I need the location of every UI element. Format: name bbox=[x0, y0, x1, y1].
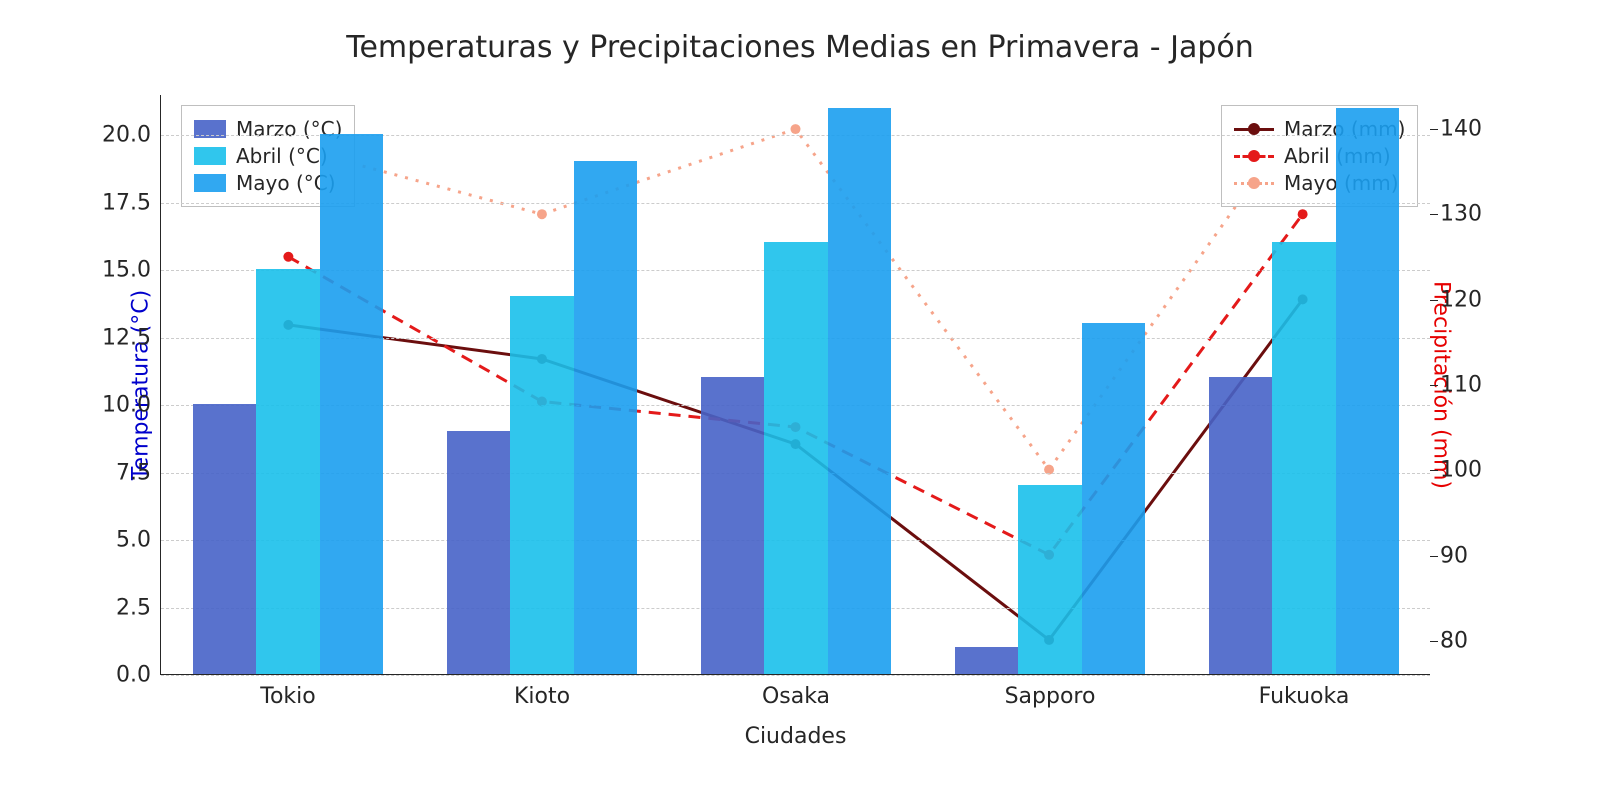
y1-tick-label: 15.0 bbox=[91, 258, 151, 283]
y1-tick-label: 5.0 bbox=[91, 528, 151, 553]
y1-tick-label: 12.5 bbox=[91, 325, 151, 350]
y1-tick-label: 17.5 bbox=[91, 190, 151, 215]
bar bbox=[701, 377, 765, 674]
legend-label: Abril (°C) bbox=[236, 144, 328, 168]
y2-tick-label: 120 bbox=[1440, 287, 1500, 312]
y2-tick-label: 110 bbox=[1440, 373, 1500, 398]
x-tick-label: Sapporo bbox=[1005, 684, 1096, 709]
series-marker bbox=[1298, 209, 1308, 219]
x-tick-label: Fukuoka bbox=[1259, 684, 1350, 709]
y1-tick-label: 0.0 bbox=[91, 663, 151, 688]
y1-axis-title: Temperatura (°C) bbox=[129, 289, 154, 479]
legend-line-sample bbox=[1234, 146, 1274, 166]
series-marker bbox=[283, 252, 293, 262]
x-tick-label: Kioto bbox=[514, 684, 570, 709]
x-axis-title: Ciudades bbox=[745, 724, 847, 749]
legend-swatch bbox=[194, 147, 226, 165]
legend-line-sample bbox=[1234, 173, 1274, 193]
legend-swatch bbox=[194, 174, 226, 192]
chart-title: Temperaturas y Precipitaciones Medias en… bbox=[0, 30, 1600, 65]
y2-tick-mark bbox=[1430, 641, 1438, 642]
x-tick-label: Tokio bbox=[260, 684, 315, 709]
bar bbox=[1082, 323, 1146, 674]
bar bbox=[510, 296, 574, 674]
bar bbox=[574, 161, 638, 674]
bar bbox=[955, 647, 1019, 674]
y2-tick-label: 80 bbox=[1440, 628, 1500, 653]
bar bbox=[193, 404, 257, 674]
y2-tick-mark bbox=[1430, 300, 1438, 301]
series-marker bbox=[791, 124, 801, 134]
bar bbox=[1272, 242, 1336, 674]
bar bbox=[1018, 485, 1082, 674]
y2-tick-label: 90 bbox=[1440, 543, 1500, 568]
y1-tick-label: 2.5 bbox=[91, 595, 151, 620]
y2-tick-mark bbox=[1430, 385, 1438, 386]
bar bbox=[447, 431, 511, 674]
plot-area: Temperatura (°C) Precipitación (mm) Ciud… bbox=[160, 95, 1430, 675]
bar bbox=[256, 269, 320, 674]
y2-tick-label: 100 bbox=[1440, 458, 1500, 483]
bar bbox=[828, 108, 892, 675]
y2-tick-label: 140 bbox=[1440, 117, 1500, 142]
y2-tick-mark bbox=[1430, 470, 1438, 471]
y2-tick-mark bbox=[1430, 556, 1438, 557]
y1-tick-label: 10.0 bbox=[91, 393, 151, 418]
x-tick-label: Osaka bbox=[762, 684, 830, 709]
y1-tick-label: 20.0 bbox=[91, 123, 151, 148]
bar bbox=[320, 134, 384, 674]
y2-tick-label: 130 bbox=[1440, 202, 1500, 227]
y1-tick-label: 7.5 bbox=[91, 460, 151, 485]
chart-container: Temperaturas y Precipitaciones Medias en… bbox=[0, 0, 1600, 800]
bar bbox=[1336, 108, 1400, 675]
grid-line bbox=[161, 675, 1430, 676]
bar bbox=[764, 242, 828, 674]
y2-tick-mark bbox=[1430, 129, 1438, 130]
series-marker bbox=[537, 209, 547, 219]
bar bbox=[1209, 377, 1273, 674]
y2-tick-mark bbox=[1430, 214, 1438, 215]
